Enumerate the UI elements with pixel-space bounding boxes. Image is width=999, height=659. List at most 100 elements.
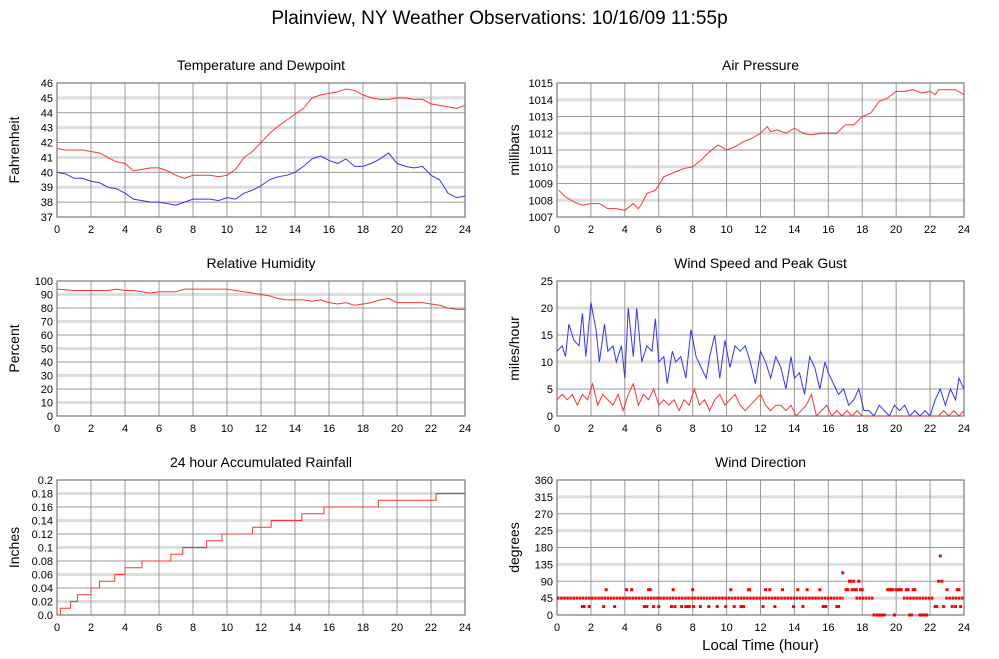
scatter-point (604, 588, 608, 592)
y-tick-label: 0.16 (32, 502, 53, 514)
series-line-wind-speed (556, 381, 965, 418)
scatter-point (692, 605, 696, 609)
x-tick-label: 6 (156, 423, 162, 435)
plot-frame (556, 280, 965, 417)
scatter-point (846, 588, 850, 592)
x-tick-label: 24 (958, 423, 970, 435)
y-tick-label: 90 (41, 290, 53, 302)
x-tick-label: 24 (459, 423, 471, 435)
series-wind-direction (557, 554, 964, 617)
x-tick-label: 6 (656, 622, 662, 634)
scatter-point (805, 588, 809, 592)
chart-title: 24 hour Accumulated Rainfall (170, 454, 352, 470)
y-tick-label: 40 (41, 167, 53, 179)
chart-humidity: Relative HumidityPercent0102030405060708… (6, 255, 471, 435)
y-tick-label: 15 (541, 330, 553, 342)
y-tick-label: 225 (535, 526, 553, 538)
y-tick-label: 1010 (529, 162, 553, 174)
series-line-peak-gust (556, 302, 965, 417)
scatter-point (761, 605, 765, 609)
x-tick-label: 2 (588, 423, 594, 435)
x-tick-label: 14 (289, 224, 301, 236)
y-tick-label: 20 (541, 303, 553, 315)
scatter-point (950, 605, 954, 609)
x-tick-label: 10 (720, 622, 732, 634)
scatter-point (680, 605, 684, 609)
scatter-point (898, 588, 902, 592)
x-tick-label: 22 (425, 423, 437, 435)
x-tick-label: 20 (391, 224, 403, 236)
y-tick-label: 43 (41, 123, 53, 135)
x-tick-label: 8 (690, 224, 696, 236)
y-axis-label: millibars (506, 124, 522, 175)
scatter-point (602, 605, 606, 609)
scatter-point (896, 588, 900, 592)
scatter-point (942, 605, 946, 609)
scatter-point (940, 579, 944, 583)
scatter-point (881, 613, 885, 617)
scatter-point (906, 588, 910, 592)
x-tick-label: 22 (924, 622, 936, 634)
scatter-point (938, 554, 942, 558)
y-tick-label: 0.02 (32, 597, 53, 609)
scatter-point (857, 579, 861, 583)
y-axis-label: degrees (506, 522, 522, 573)
plot-frame (556, 82, 965, 218)
scatter-point (853, 588, 857, 592)
scatter-point (796, 588, 800, 592)
y-tick-label: 0.14 (32, 516, 53, 528)
scatter-point (920, 613, 924, 617)
series-line-relative-humidity (56, 288, 465, 310)
x-tick-label: 8 (190, 224, 196, 236)
x-tick-label: 20 (890, 622, 902, 634)
y-tick-label: 42 (41, 138, 53, 150)
y-tick-label: 70 (41, 317, 53, 329)
scatter-point (647, 588, 651, 592)
plot-frame (56, 82, 466, 218)
y-tick-label: 25 (541, 276, 553, 288)
x-tick-label: 2 (588, 622, 594, 634)
scatter-point (684, 605, 688, 609)
chart-wind-dir: Wind Direction degrees Local Time (hour) 0 4… (506, 454, 970, 654)
y-axis-label: Inches (6, 527, 22, 568)
x-axis-label: Local Time (hour) (702, 637, 819, 654)
scatter-point (835, 605, 839, 609)
x-tick-label: 0 (54, 622, 60, 634)
x-tick-label: 18 (357, 622, 369, 634)
x-tick-label: 18 (856, 224, 868, 236)
y-tick-label: 0.2 (38, 475, 53, 487)
x-tick-label: 20 (890, 423, 902, 435)
y-tick-label: 46 (41, 78, 53, 90)
x-tick-label: 6 (656, 423, 662, 435)
x-tick-label: 6 (156, 622, 162, 634)
scatter-point (613, 605, 617, 609)
scatter-point (860, 588, 864, 592)
scatter-point (587, 605, 591, 609)
y-tick-label: 50 (41, 344, 53, 356)
scatter-point (954, 605, 958, 609)
x-tick-label: 10 (720, 423, 732, 435)
scatter-point (768, 588, 772, 592)
x-tick-label: 12 (255, 622, 267, 634)
scatter-point (824, 605, 828, 609)
y-axis-label: Percent (6, 324, 22, 372)
series-line-accumulated-rainfall (58, 493, 465, 616)
plot-frame (56, 479, 466, 616)
y-axis-label: miles/hour (506, 316, 522, 381)
scatter-point (876, 613, 880, 617)
x-tick-label: 14 (788, 622, 800, 634)
scatter-point (887, 588, 891, 592)
scatter-point (925, 613, 929, 617)
y-tick-label: 44 (41, 108, 53, 120)
x-tick-label: 10 (221, 423, 233, 435)
x-tick-label: 14 (788, 423, 800, 435)
x-tick-label: 22 (924, 224, 936, 236)
y-tick-label: 1007 (529, 212, 553, 224)
x-tick-label: 0 (554, 622, 560, 634)
y-tick-label: 0.1 (38, 543, 53, 555)
x-tick-label: 8 (190, 423, 196, 435)
scatter-point (852, 579, 856, 583)
series-line-temperature (56, 88, 466, 179)
scatter-point (773, 605, 777, 609)
